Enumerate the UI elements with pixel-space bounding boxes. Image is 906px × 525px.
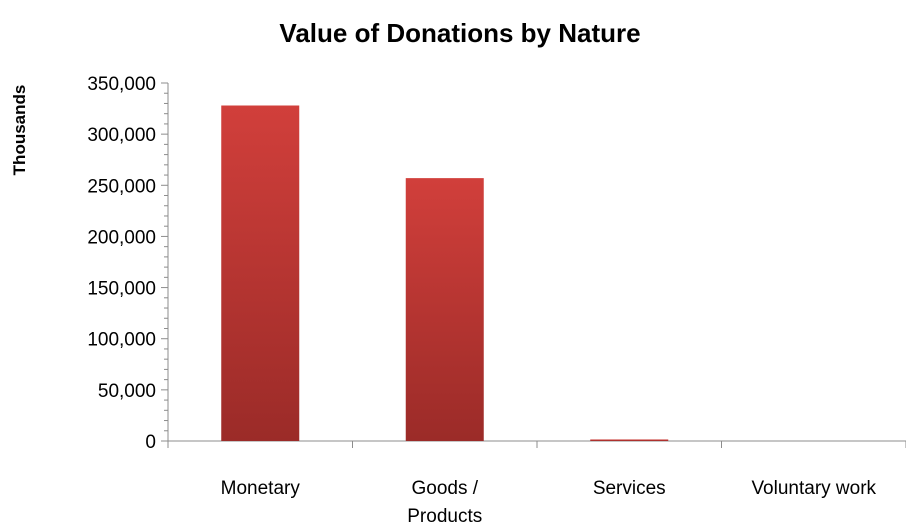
bars xyxy=(221,105,669,441)
x-category-label: Monetary xyxy=(221,478,301,499)
y-tick-label: 350,000 xyxy=(87,74,156,95)
y-tick-label: 150,000 xyxy=(87,279,156,300)
bar-goods-products xyxy=(405,178,484,441)
y-tick-label: 50,000 xyxy=(98,381,156,402)
x-category-label: Services xyxy=(593,478,666,499)
chart-title: Value of Donations by Nature xyxy=(279,18,640,48)
y-tick-label: 300,000 xyxy=(87,125,156,146)
x-category-label: Voluntary work xyxy=(751,478,876,499)
y-tick-label: 200,000 xyxy=(87,227,156,248)
y-tick-label: 100,000 xyxy=(87,330,156,351)
y-tick-label: 0 xyxy=(145,432,156,453)
y-tick-label: 250,000 xyxy=(87,176,156,197)
bar-monetary xyxy=(221,105,300,441)
bar-services xyxy=(590,439,669,441)
x-category-label: Products xyxy=(407,506,482,525)
tick-labels: 0 50,000 100,000 150,000 200,000 250,000 300,0… xyxy=(87,74,876,525)
x-category-label: Goods / xyxy=(411,478,478,499)
y-axis-label: Thousands xyxy=(10,85,29,176)
